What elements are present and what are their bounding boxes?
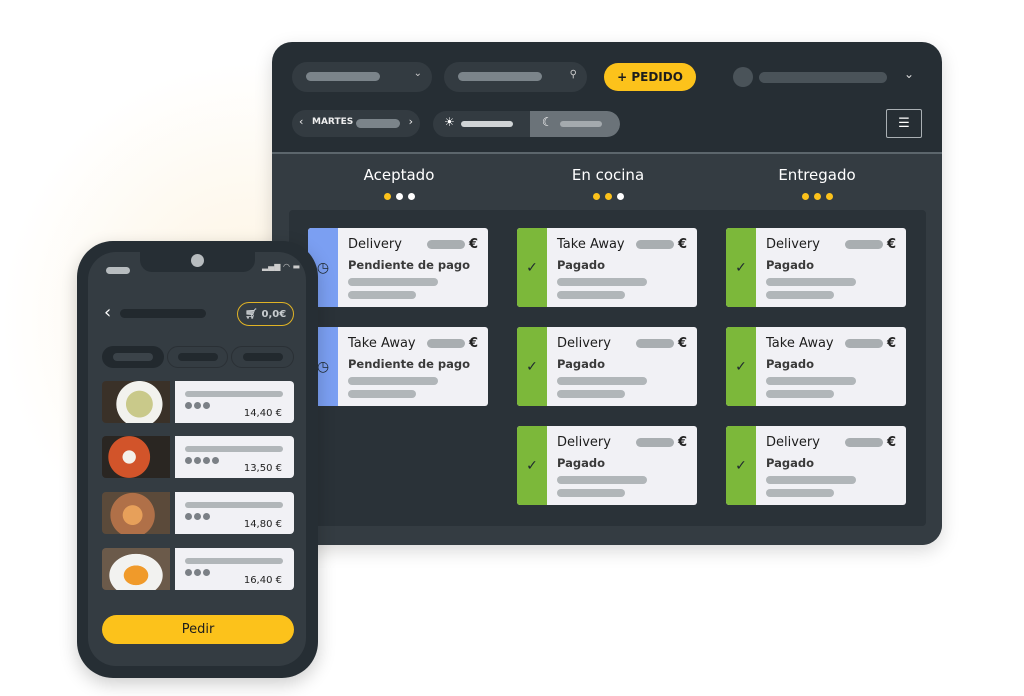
- item-price: 16,40 €: [243, 575, 282, 586]
- check-icon: ✓: [726, 228, 756, 307]
- rating-dots: [185, 513, 210, 520]
- menu-item[interactable]: 14,40 €: [102, 381, 294, 423]
- payment-status: Pagado: [766, 258, 815, 272]
- rating-dots: [185, 402, 210, 409]
- order-type: Delivery: [766, 237, 820, 252]
- check-icon: ✓: [517, 426, 547, 505]
- menu-item[interactable]: 16,40 €: [102, 548, 294, 590]
- payment-status: Pagado: [766, 357, 815, 371]
- rating-dots: [185, 457, 219, 464]
- rating-dots: [185, 569, 210, 576]
- payment-status: Pendiente de pago: [348, 258, 471, 272]
- column-title: Aceptado: [363, 166, 435, 184]
- item-price: 14,40 €: [243, 408, 282, 419]
- tablet-orders-screen: ⌄ ⚲ + PEDIDO ⌄ ‹ MARTES › ☀ ☾ ☰ Aceptado…: [272, 42, 942, 545]
- check-icon: ✓: [517, 228, 547, 307]
- order-price: €: [635, 435, 687, 450]
- list-icon: ☰: [898, 116, 910, 131]
- avatar[interactable]: [733, 67, 753, 87]
- chevron-down-icon[interactable]: ⌄: [904, 67, 915, 81]
- location-dropdown[interactable]: ⌄: [292, 62, 432, 92]
- item-price: 14,80 €: [243, 519, 282, 530]
- category-tab-active[interactable]: [102, 346, 164, 368]
- order-type: Take Away: [766, 336, 834, 351]
- dish-image: [102, 381, 170, 423]
- phone-menu-screen: ▂▄▆ ◠ ▬ ‹ 🛒︎ 0,0€ 14,40 € 13,50 € 14,80 €…: [77, 241, 318, 678]
- chevron-left-icon[interactable]: ‹: [299, 115, 304, 128]
- order-card[interactable]: ◷ Delivery € Pendiente de pago: [308, 228, 488, 307]
- dark-mode-option[interactable]: ☾: [530, 111, 620, 137]
- cart-button[interactable]: 🛒︎ 0,0€: [237, 302, 294, 326]
- column-progress-dots: [508, 193, 708, 200]
- order-card[interactable]: ✓ Delivery € Pagado: [726, 228, 906, 307]
- check-icon: ✓: [517, 327, 547, 406]
- dish-image: [102, 492, 170, 534]
- payment-status: Pagado: [766, 456, 815, 470]
- status-time-placeholder: [106, 267, 130, 274]
- theme-toggle[interactable]: ☀ ☾: [433, 111, 620, 137]
- order-price: €: [426, 336, 478, 351]
- order-type: Delivery: [557, 435, 611, 450]
- dish-image: [102, 436, 170, 478]
- dish-image: [102, 548, 170, 590]
- order-type: Take Away: [348, 336, 416, 351]
- user-name-placeholder: [759, 72, 887, 83]
- order-type: Delivery: [766, 435, 820, 450]
- order-button[interactable]: Pedir: [102, 615, 294, 644]
- order-price: €: [635, 237, 687, 252]
- order-card[interactable]: ◷ Take Away € Pendiente de pago: [308, 327, 488, 406]
- search-input[interactable]: ⚲: [444, 62, 587, 92]
- order-card[interactable]: ✓ Delivery € Pagado: [726, 426, 906, 505]
- order-price: €: [844, 237, 896, 252]
- menu-item[interactable]: 13,50 €: [102, 436, 294, 478]
- order-price: €: [844, 336, 896, 351]
- payment-status: Pagado: [557, 456, 606, 470]
- order-price: €: [844, 435, 896, 450]
- chevron-down-icon: ⌄: [413, 68, 422, 79]
- column-title: Entregado: [778, 166, 856, 184]
- cart-icon: 🛒︎: [244, 308, 258, 320]
- signal-wifi-battery-icon: ▂▄▆ ◠ ▬: [262, 262, 301, 271]
- phone-notch: [140, 252, 255, 272]
- chevron-right-icon[interactable]: ›: [408, 115, 413, 128]
- search-icon: ⚲: [569, 69, 577, 80]
- list-view-button[interactable]: ☰: [886, 109, 922, 138]
- check-icon: ✓: [726, 426, 756, 505]
- item-price: 13,50 €: [243, 463, 282, 474]
- back-icon[interactable]: ‹: [104, 302, 112, 323]
- payment-status: Pendiente de pago: [348, 357, 471, 371]
- order-card[interactable]: ✓ Take Away € Pagado: [517, 228, 697, 307]
- order-type: Delivery: [348, 237, 402, 252]
- column-progress-dots: [717, 193, 917, 200]
- category-tab[interactable]: [167, 346, 228, 368]
- category-tab[interactable]: [231, 346, 294, 368]
- camera-icon: [191, 254, 204, 267]
- sun-icon: ☀: [444, 115, 455, 129]
- check-icon: ✓: [726, 327, 756, 406]
- payment-status: Pagado: [557, 357, 606, 371]
- order-type: Delivery: [557, 336, 611, 351]
- menu-item[interactable]: 14,80 €: [102, 492, 294, 534]
- payment-status: Pagado: [557, 258, 606, 272]
- day-selector[interactable]: ‹ MARTES ›: [292, 110, 420, 137]
- title-placeholder: [120, 309, 206, 318]
- cart-total: 0,0€: [261, 308, 287, 320]
- order-price: €: [635, 336, 687, 351]
- column-title: En cocina: [571, 166, 645, 184]
- order-card[interactable]: ✓ Delivery € Pagado: [517, 426, 697, 505]
- order-type: Take Away: [557, 237, 625, 252]
- moon-icon: ☾: [542, 115, 553, 129]
- order-card[interactable]: ✓ Take Away € Pagado: [726, 327, 906, 406]
- order-price: €: [426, 237, 478, 252]
- day-label: MARTES: [312, 117, 354, 127]
- column-progress-dots: [299, 193, 499, 200]
- new-order-button[interactable]: + PEDIDO: [604, 63, 696, 91]
- order-card[interactable]: ✓ Delivery € Pagado: [517, 327, 697, 406]
- divider: [272, 152, 942, 154]
